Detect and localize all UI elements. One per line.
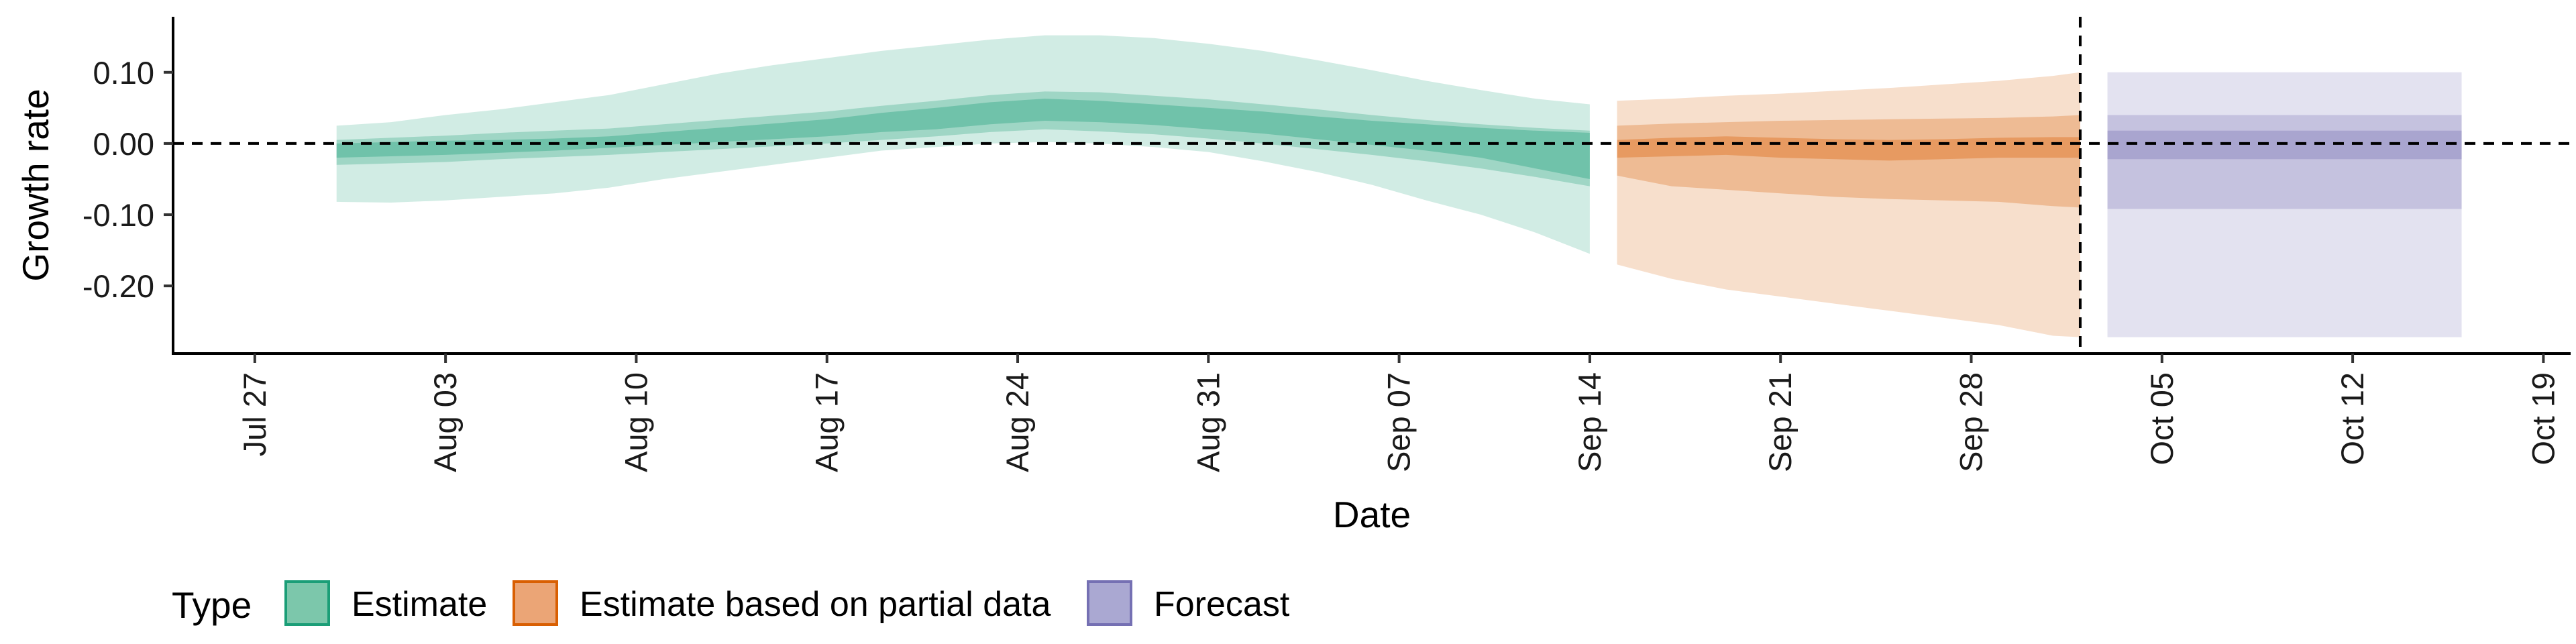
x-tick-label: Sep 07: [1381, 372, 1417, 472]
y-tick-label: -0.10: [83, 197, 154, 233]
mid-band: [336, 91, 1590, 186]
bands-layer: [336, 35, 2462, 337]
x-tick-label: Aug 31: [1190, 372, 1226, 472]
y-tick-label: 0.00: [93, 126, 154, 162]
x-tick-label: Oct 19: [2525, 372, 2561, 465]
legend-label-3: Forecast: [1154, 585, 1290, 624]
outer-band: [2107, 72, 2462, 337]
legend-label-1: Estimate: [352, 585, 487, 624]
legend-key-1: [284, 580, 330, 626]
x-tick-label: Aug 24: [1000, 372, 1035, 472]
x-tick-label: Aug 17: [809, 372, 845, 472]
mid-band: [1617, 115, 2080, 208]
axes: 0.10 0.00 -0.10 -0.20 Jul 27 Aug 03 Aug 10 Aug …: [15, 17, 2571, 535]
y-axis-title: Growth rate: [15, 89, 56, 281]
legend-title: Type: [172, 584, 252, 626]
x-tick-label: Sep 28: [1953, 372, 1989, 472]
x-tick-label: Sep 21: [1762, 372, 1798, 472]
x-tick-label: Jul 27: [237, 372, 272, 456]
x-tick-label: Oct 12: [2334, 372, 2370, 465]
x-tick-label: Aug 10: [618, 372, 653, 472]
x-axis-title: Date: [1333, 494, 1411, 535]
legend-label-2: Estimate based on partial data: [580, 585, 1051, 624]
series-estimate-based-on-partial-data: [1617, 72, 2080, 337]
legend: Type Estimate Estimate based on partial da…: [172, 580, 1290, 626]
reference-lines: [173, 17, 2571, 354]
x-tick-label: Aug 03: [427, 372, 463, 472]
outer-band: [1617, 72, 2080, 337]
x-tick-label: Sep 14: [1572, 372, 1607, 472]
mid-band: [2107, 115, 2462, 209]
inner-band: [336, 99, 1590, 179]
y-tick-label: 0.10: [93, 55, 154, 91]
x-tick-label: Oct 05: [2144, 372, 2180, 465]
inner-band: [2107, 130, 2462, 160]
series-forecast: [2107, 72, 2462, 337]
legend-key-2: [513, 580, 558, 626]
legend-key-3: [1087, 580, 1132, 626]
y-tick-label: -0.20: [83, 268, 154, 304]
